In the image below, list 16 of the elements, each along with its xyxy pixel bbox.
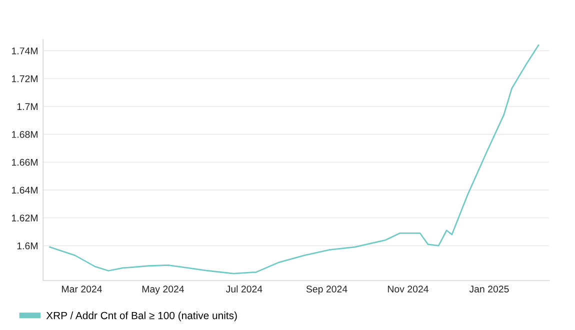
y-tick-label: 1.72M xyxy=(12,75,38,82)
y-tick-label: 1.7M xyxy=(17,103,38,110)
x-tick-label: Sep 2024 xyxy=(306,286,348,294)
y-tick-label: 1.6M xyxy=(17,242,38,250)
x-tick-label: Mar 2024 xyxy=(62,286,102,292)
y-tick-label: 1.62M xyxy=(12,214,38,222)
line-series xyxy=(49,44,540,274)
legend-label: XRP / Addr Cnt of Bal ≥ 100 (native units) xyxy=(46,312,237,322)
y-tick-label: 1.68M xyxy=(12,131,38,138)
y-tick-label: 1.64M xyxy=(12,186,38,194)
x-tick-label: Nov 2024 xyxy=(388,286,429,292)
x-tick-label: Jul 2024 xyxy=(226,285,262,292)
y-tick-label: 1.74M xyxy=(12,48,38,54)
y-tick-label: 1.66M xyxy=(12,158,38,166)
x-tick-label: May 2024 xyxy=(142,286,184,294)
x-tick-label: Jan 2025 xyxy=(469,286,509,292)
